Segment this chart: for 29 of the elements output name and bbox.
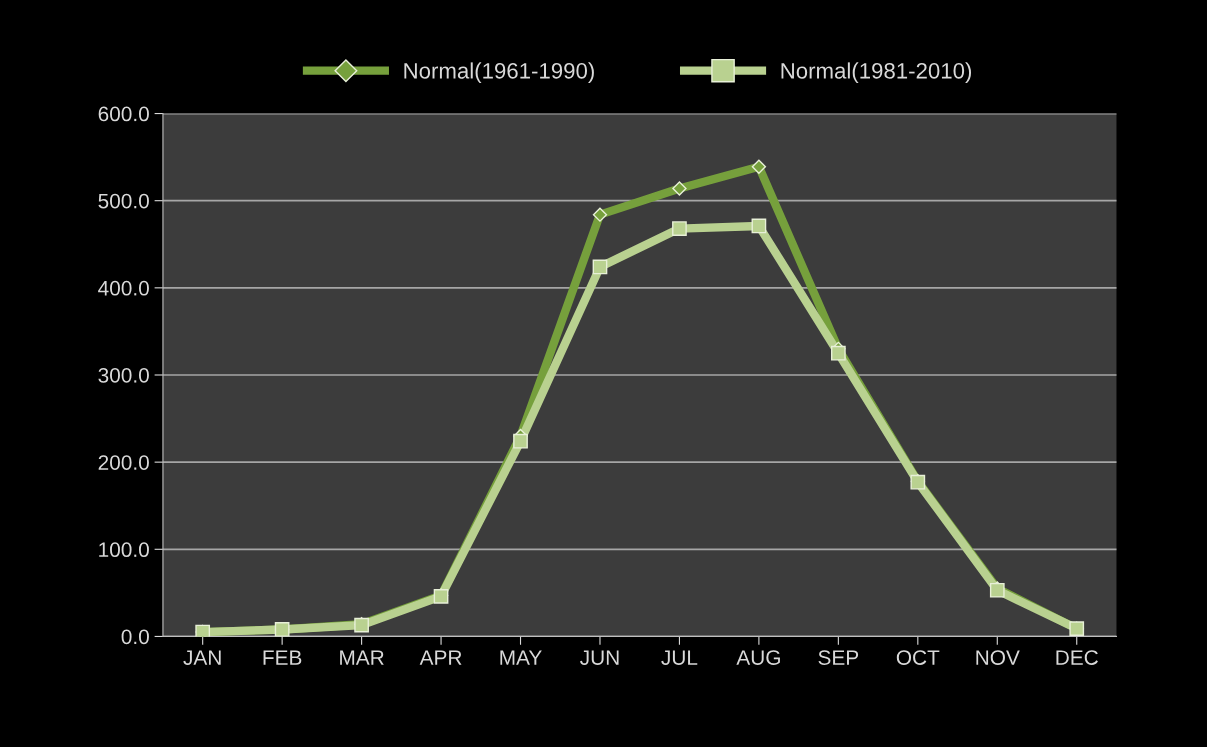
x-tick-label: OCT bbox=[896, 650, 940, 665]
point bbox=[592, 207, 608, 222]
point bbox=[831, 345, 846, 361]
y-tick-label: 300.0 bbox=[98, 368, 149, 383]
y-tick-label: 200.0 bbox=[98, 455, 149, 470]
x-tick-label: SEP bbox=[818, 650, 859, 665]
y-tick-label: 400.0 bbox=[98, 280, 149, 296]
legend-label: Normal(1961-1990) bbox=[404, 62, 594, 84]
y-tick-label: 100.0 bbox=[99, 542, 149, 558]
point bbox=[513, 433, 528, 449]
y-tick-label: 0.0 bbox=[121, 629, 149, 645]
x-tick-label: MAY bbox=[500, 650, 542, 665]
point bbox=[751, 159, 767, 174]
x-tick-label: FEB bbox=[263, 650, 302, 665]
y-tick-label: 500.0 bbox=[98, 193, 149, 209]
x-tick-label: APR bbox=[419, 650, 462, 665]
x-tick-label: JAN bbox=[183, 650, 221, 665]
x-tick-label: DEC bbox=[1056, 650, 1098, 665]
x-tick-label: JUL bbox=[661, 650, 698, 665]
point bbox=[592, 259, 608, 275]
point bbox=[672, 181, 687, 196]
y-tick-label: 600.0 bbox=[98, 106, 149, 122]
x-tick-label: AUG bbox=[736, 650, 780, 665]
x-tick-label: NOV bbox=[976, 650, 1020, 665]
x-tick-label: MAR bbox=[340, 650, 384, 665]
legend-label: Normal(1981-2010) bbox=[781, 62, 972, 84]
point bbox=[751, 218, 767, 234]
x-tick-label: JUN bbox=[580, 650, 619, 665]
point bbox=[672, 221, 687, 236]
